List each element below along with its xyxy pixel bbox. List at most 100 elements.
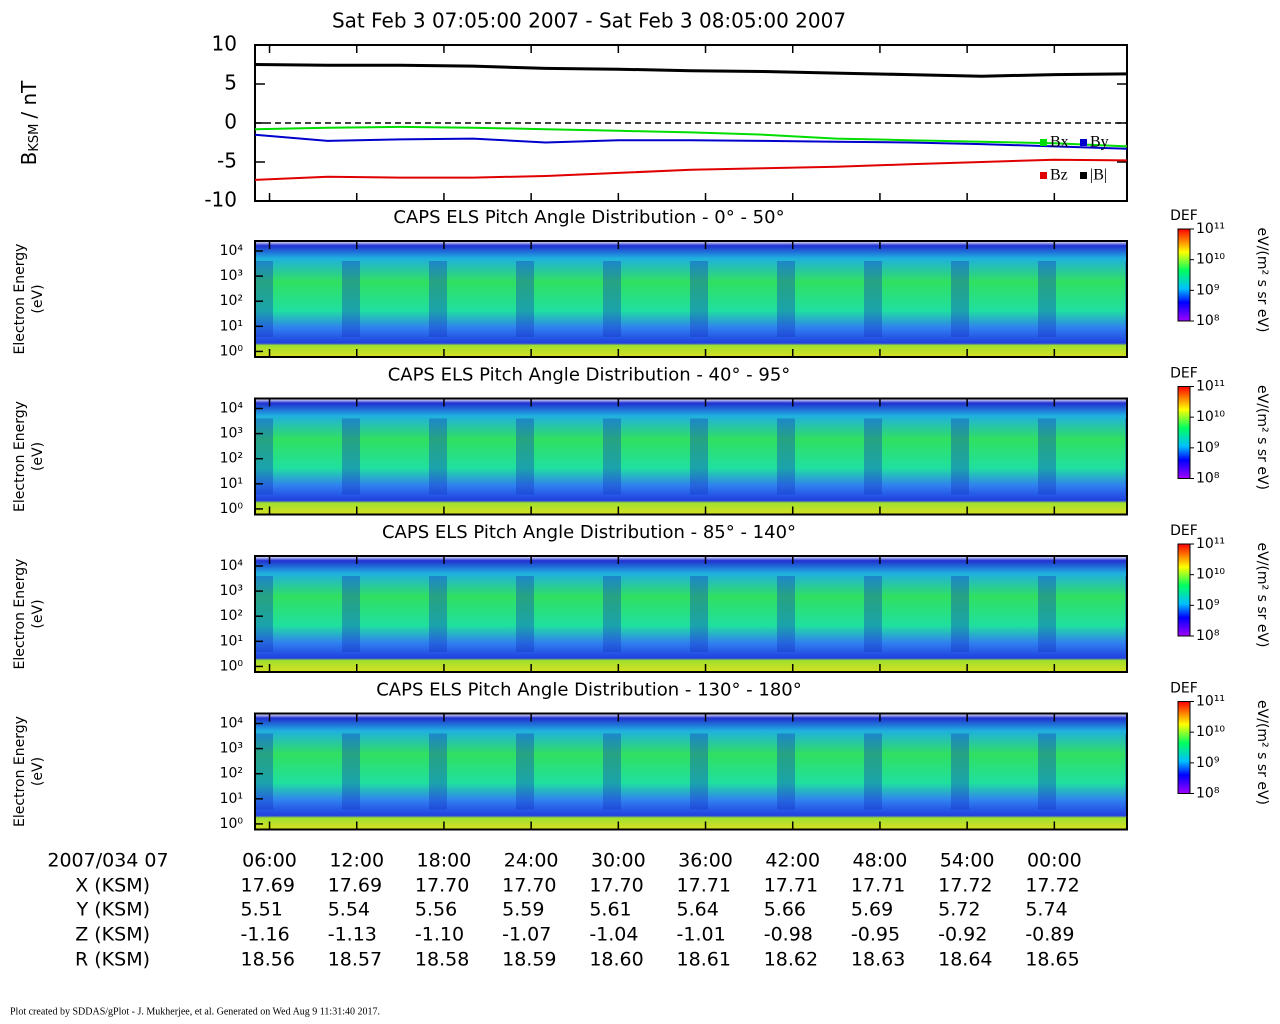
ephemeris-label: X (KSM) — [75, 875, 150, 897]
legend-swatch — [1080, 172, 1087, 179]
ephemeris-value: 17.70 — [415, 875, 469, 897]
spectrogram-texture — [255, 418, 1127, 495]
colorbar-tick-label: 10¹¹ — [1196, 536, 1225, 552]
y-axis-label-part: KSM — [27, 124, 42, 152]
panel-title: CAPS ELS Pitch Angle Distribution - 0° -… — [393, 207, 784, 228]
y-tick-label: 5 — [224, 71, 237, 95]
panel-title: CAPS ELS Pitch Angle Distribution - 85° … — [382, 522, 796, 543]
colorbar-tick-label: 10¹⁰ — [1196, 252, 1225, 268]
ephemeris-value: 5.64 — [677, 899, 719, 921]
ephemeris-value: 17.72 — [938, 875, 992, 897]
x-tick-label: 12:00 — [329, 850, 384, 872]
y-axis-label: BKSM / nT — [17, 80, 42, 166]
y-tick-label: 10⁰ — [220, 343, 244, 359]
y-tick-label: 10⁴ — [220, 400, 244, 416]
ephemeris-value: -1.16 — [241, 924, 290, 946]
colorbar — [1177, 386, 1191, 479]
colorbar-label: DEF — [1170, 366, 1198, 382]
ephemeris-value: 17.70 — [589, 875, 643, 897]
x-tick-label: 54:00 — [940, 850, 995, 872]
colorbar-tick-label: 10⁸ — [1196, 628, 1220, 644]
colorbar-label: DEF — [1170, 681, 1198, 697]
ephemeris-date: 2007/034 07 — [47, 850, 168, 872]
ephemeris-value: -1.01 — [677, 924, 726, 946]
ephemeris-value: 17.69 — [328, 875, 382, 897]
ephemeris-value: -1.04 — [589, 924, 638, 946]
ephemeris-value: 17.72 — [1025, 875, 1079, 897]
y-tick-label: 10⁰ — [220, 658, 244, 674]
y-axis-label: Electron Energy — [12, 559, 28, 670]
spectrogram-texture — [255, 733, 1127, 810]
y-axis-label: Electron Energy — [12, 716, 28, 827]
y-axis-label: (eV) — [30, 442, 46, 471]
colorbar-tick-label: 10⁸ — [1196, 786, 1220, 802]
ephemeris-value: 18.57 — [328, 949, 382, 971]
legend-label: Bz — [1050, 167, 1068, 184]
ephemeris-value: 18.61 — [677, 949, 731, 971]
ephemeris-value: 18.60 — [589, 949, 643, 971]
ephemeris-value: 5.56 — [415, 899, 457, 921]
ephemeris-label: Z (KSM) — [75, 924, 150, 946]
colorbar — [1177, 543, 1191, 637]
colorbar-tick-label: 10⁸ — [1196, 471, 1220, 487]
y-tick-label: 10² — [220, 608, 243, 624]
series-line — [254, 158, 1128, 181]
plot-frame — [254, 397, 1128, 516]
spectrogram-texture — [255, 576, 1127, 652]
ephemeris-value: 5.69 — [851, 899, 893, 921]
colorbar-label: DEF — [1170, 523, 1198, 539]
series-line — [254, 133, 1128, 150]
ephemeris-label: R (KSM) — [75, 949, 150, 971]
series-line — [254, 125, 1128, 148]
ephemeris-label: Y (KSM) — [76, 899, 150, 921]
x-tick-label: 36:00 — [678, 850, 733, 872]
ephemeris-value: -1.10 — [415, 924, 464, 946]
y-axis-label: (eV) — [30, 599, 46, 628]
ephemeris-value: 17.71 — [851, 875, 905, 897]
y-axis-label: Electron Energy — [12, 244, 28, 355]
ephemeris-value: 5.61 — [589, 899, 631, 921]
y-tick-label: 10¹ — [220, 476, 243, 492]
ephemeris-value: 18.65 — [1025, 949, 1079, 971]
colorbar-unit: eV/(m² s sr eV) — [1254, 385, 1270, 490]
plot-frame — [254, 240, 1128, 358]
y-tick-label: 10² — [220, 766, 243, 782]
ephemeris-value: -0.95 — [851, 924, 900, 946]
ephemeris-value: 17.69 — [241, 875, 295, 897]
ephemeris-value: 18.63 — [851, 949, 905, 971]
y-axis-label: Electron Energy — [12, 401, 28, 512]
y-tick-label: 10⁴ — [220, 243, 244, 259]
colorbar-tick-label: 10¹¹ — [1196, 694, 1225, 710]
y-tick-label: 10¹ — [220, 791, 243, 807]
ephemeris-value: -1.07 — [502, 924, 551, 946]
colorbar-label: DEF — [1170, 208, 1198, 224]
y-tick-label: 10³ — [220, 268, 243, 284]
colorbar-unit: eV/(m² s sr eV) — [1254, 700, 1270, 805]
x-tick-label: 06:00 — [242, 850, 297, 872]
ephemeris-value: 18.64 — [938, 949, 992, 971]
colorbar — [1177, 701, 1191, 794]
legend-label: By — [1090, 134, 1109, 151]
ephemeris-value: 5.74 — [1025, 899, 1067, 921]
ephemeris-value: 17.71 — [764, 875, 818, 897]
y-tick-label: 10⁴ — [220, 715, 244, 731]
colorbar-tick-label: 10¹¹ — [1196, 379, 1225, 395]
ephemeris-value: -1.13 — [328, 924, 377, 946]
colorbar-tick-label: 10¹⁰ — [1196, 567, 1225, 583]
panel-title: CAPS ELS Pitch Angle Distribution - 130°… — [376, 680, 802, 701]
series-line — [254, 63, 1128, 78]
y-tick-label: 10¹ — [220, 318, 243, 334]
y-tick-label: -5 — [217, 149, 237, 173]
y-tick-label: 10⁴ — [220, 558, 244, 574]
ephemeris-value: 5.59 — [502, 899, 544, 921]
ephemeris-value: 18.59 — [502, 949, 556, 971]
ephemeris-value: 18.62 — [764, 949, 818, 971]
x-tick-label: 30:00 — [591, 850, 646, 872]
colorbar-unit: eV/(m² s sr eV) — [1254, 543, 1270, 648]
ephemeris-value: 5.51 — [241, 899, 283, 921]
legend-swatch — [1040, 172, 1047, 179]
colorbar — [1177, 228, 1191, 322]
y-tick-label: 10⁰ — [220, 501, 244, 517]
colorbar-tick-label: 10⁹ — [1196, 440, 1220, 456]
x-tick-label: 24:00 — [504, 850, 559, 872]
